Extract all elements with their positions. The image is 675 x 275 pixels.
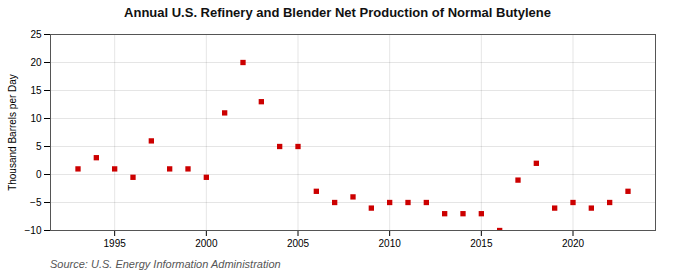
- svg-text:2020: 2020: [562, 238, 585, 249]
- svg-text:2000: 2000: [195, 238, 218, 249]
- svg-text:Thousand Barrels per Day: Thousand Barrels per Day: [7, 74, 18, 191]
- html-text:Source: U.S. Energy Informatio: Source: U.S. Energy Information Administ…: [50, 258, 281, 270]
- html-text:Annual U.S. Refinery and Blend: Annual U.S. Refinery and Blender Net Pro…: [124, 5, 551, 20]
- svg-text:2010: 2010: [379, 238, 402, 249]
- svg-text:2005: 2005: [287, 238, 310, 249]
- svg-text:15: 15: [30, 85, 42, 96]
- svg-text:10: 10: [30, 113, 42, 124]
- svg-text:1995: 1995: [104, 238, 127, 249]
- svg-text:−5: −5: [30, 197, 42, 208]
- svg-text:20: 20: [30, 57, 42, 68]
- svg-text:0: 0: [36, 169, 42, 180]
- svg-text:25: 25: [30, 29, 42, 40]
- svg-text:2015: 2015: [470, 238, 493, 249]
- svg-text:5: 5: [36, 141, 42, 152]
- svg-text:−10: −10: [25, 225, 42, 236]
